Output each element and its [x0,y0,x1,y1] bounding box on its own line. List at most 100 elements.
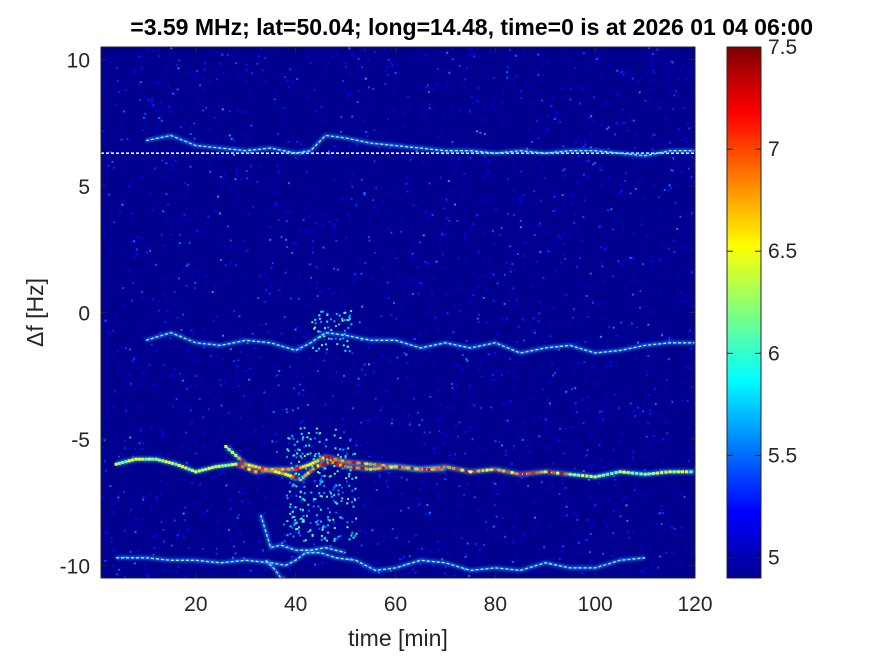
noise-speck [512,537,515,540]
noise-speck [660,534,663,537]
noise-speck [165,129,168,132]
noise-speck [586,316,589,318]
noise-speck [658,512,661,515]
noise-speck [168,105,171,108]
trace-line [116,552,646,572]
noise-speck [170,47,173,50]
noise-speck [291,83,294,86]
noise-speck [364,262,367,265]
noise-speck [518,407,521,410]
noise-speck [290,542,293,544]
noise-speck [112,549,115,552]
noise-speck [517,253,519,255]
noise-speck [647,99,650,102]
noise-speck [295,506,298,509]
noise-speck [286,246,289,249]
noise-speck [679,292,682,295]
noise-speck [142,495,145,498]
noise-speck [406,376,409,379]
noise-speck [104,531,107,534]
noise-speck [275,47,278,50]
noise-speck [651,134,654,137]
noise-speck [218,379,221,382]
noise-speck [240,178,243,181]
noise-speck [445,552,448,554]
noise-speck [158,117,161,120]
burst-speck [292,483,295,486]
noise-speck [357,497,360,499]
noise-speck [244,63,247,66]
noise-speck [531,523,534,526]
noise-speck [102,447,105,449]
noise-speck [628,405,631,408]
noise-speck [684,354,687,357]
noise-speck [289,68,292,71]
noise-speck [195,356,198,359]
noise-speck [400,230,402,233]
noise-speck [645,71,648,74]
noise-speck [638,411,641,414]
noise-speck [232,55,235,58]
noise-speck [632,451,635,454]
noise-speck [492,274,495,277]
noise-speck [386,192,389,194]
noise-speck [196,70,199,73]
noise-speck [356,427,359,430]
burst-speck [346,452,349,455]
noise-speck [274,183,277,186]
noise-speck [366,135,369,138]
noise-speck [237,198,240,201]
noise-speck [640,286,643,289]
noise-speck [518,436,521,439]
noise-speck [222,72,225,75]
noise-speck [435,260,438,263]
noise-speck [299,421,302,424]
noise-speck [165,217,168,219]
noise-speck [416,411,419,414]
burst-speck [333,472,336,475]
noise-speck [475,97,478,100]
noise-speck [166,297,169,300]
noise-speck [526,438,529,441]
noise-speck [205,274,208,277]
burst-speck [289,506,292,509]
noise-speck [532,317,535,320]
noise-speck [681,246,684,249]
noise-speck [238,467,241,470]
noise-speck [473,55,476,58]
noise-speck [101,117,104,119]
noise-speck [446,217,449,220]
burst-speck [335,484,338,487]
noise-speck [660,504,663,507]
noise-speck [412,321,414,324]
noise-speck [187,184,190,186]
noise-speck [252,398,255,401]
burst-speck [307,530,310,533]
trace-line [145,332,695,354]
noise-speck [612,532,615,535]
noise-speck [387,73,390,76]
noise-speck [652,336,655,339]
noise-speck [263,391,266,394]
noise-speck [467,364,470,367]
noise-speck [175,571,178,574]
noise-speck [429,305,432,308]
noise-speck [202,512,205,515]
noise-speck [618,96,621,99]
noise-speck [548,103,551,106]
noise-speck [472,223,475,226]
noise-speck [684,545,687,548]
noise-speck [663,189,666,191]
noise-speck [113,221,116,224]
trace-cell [377,466,381,470]
noise-speck [129,436,132,439]
noise-speck [181,379,184,382]
trace-cell [254,465,258,469]
noise-speck [196,385,199,388]
noise-speck [329,545,332,548]
burst-speck [348,472,351,475]
noise-speck [683,64,685,66]
noise-speck [671,526,673,529]
noise-speck [179,233,182,236]
noise-speck [422,234,425,237]
